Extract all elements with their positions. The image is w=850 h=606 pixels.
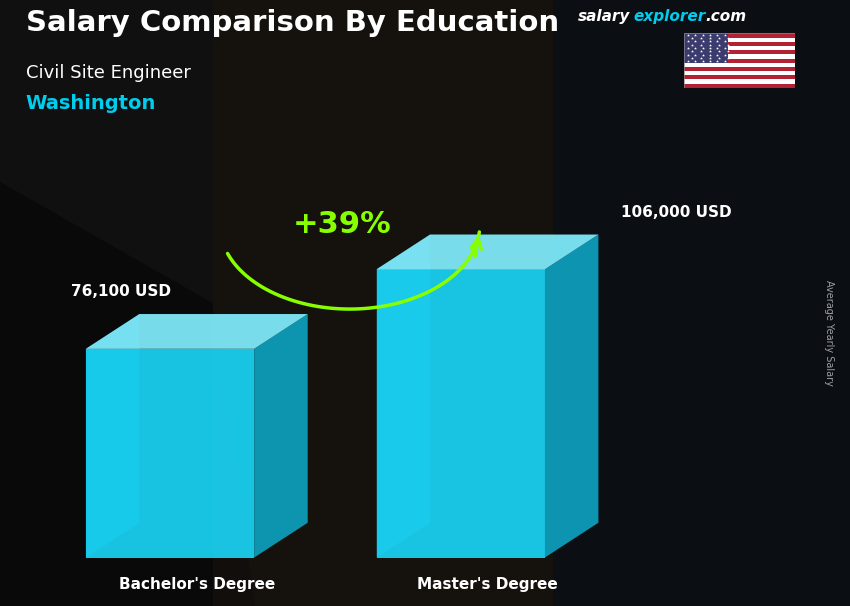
Bar	[684, 42, 795, 46]
Polygon shape	[0, 182, 255, 606]
Bar	[684, 33, 728, 62]
Polygon shape	[545, 235, 598, 558]
Text: +39%: +39%	[292, 210, 392, 239]
Text: 106,000 USD: 106,000 USD	[621, 205, 732, 219]
Text: 76,100 USD: 76,100 USD	[71, 284, 171, 299]
Text: Salary Comparison By Education: Salary Comparison By Education	[26, 9, 558, 37]
Bar	[684, 75, 795, 79]
Polygon shape	[212, 0, 552, 606]
Text: explorer: explorer	[633, 9, 706, 24]
Polygon shape	[377, 235, 430, 558]
Polygon shape	[86, 314, 139, 558]
Bar	[684, 38, 795, 42]
Text: Average Yearly Salary: Average Yearly Salary	[824, 281, 834, 386]
Polygon shape	[552, 0, 850, 606]
Polygon shape	[377, 269, 545, 558]
Bar	[684, 55, 795, 59]
Bar	[684, 50, 795, 55]
Bar	[684, 71, 795, 75]
Bar	[684, 62, 795, 67]
Bar	[684, 84, 795, 88]
Polygon shape	[86, 314, 308, 349]
Bar	[684, 67, 795, 71]
Bar	[684, 79, 795, 84]
Text: Master's Degree: Master's Degree	[417, 578, 558, 593]
Text: .com: .com	[706, 9, 746, 24]
Bar	[684, 46, 795, 50]
Text: Civil Site Engineer: Civil Site Engineer	[26, 64, 190, 82]
Polygon shape	[377, 235, 598, 269]
Text: Bachelor's Degree: Bachelor's Degree	[119, 578, 275, 593]
Bar	[684, 59, 795, 62]
Text: Washington: Washington	[26, 94, 156, 113]
Polygon shape	[86, 349, 254, 558]
Bar	[684, 33, 795, 38]
Text: salary: salary	[578, 9, 631, 24]
Polygon shape	[254, 314, 308, 558]
